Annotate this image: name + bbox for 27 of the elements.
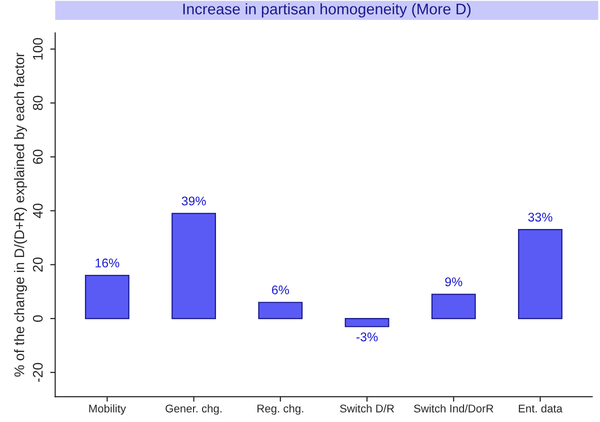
y-tick-label: 20 bbox=[32, 257, 43, 272]
data-label: -3% bbox=[356, 332, 378, 342]
x-tick-label: Switch D/R bbox=[340, 404, 394, 412]
data-label: 9% bbox=[445, 277, 462, 286]
data-label: 39% bbox=[182, 196, 206, 206]
y-tick-label: 100 bbox=[32, 38, 43, 60]
bar bbox=[431, 294, 476, 320]
chart-title: Increase in partisan homogeneity (More D) bbox=[183, 3, 471, 18]
x-tick-label: Gener. chg. bbox=[166, 404, 222, 415]
x-tick-label: Reg. chg. bbox=[258, 404, 304, 415]
bar bbox=[518, 229, 562, 320]
y-tick-label: 0 bbox=[32, 315, 43, 322]
x-tick-label: Switch Ind/DorR bbox=[414, 404, 494, 412]
y-tick-label: 40 bbox=[32, 204, 43, 218]
data-label: 16% bbox=[96, 258, 120, 268]
x-tick-label: Mobility bbox=[89, 404, 126, 415]
bar bbox=[344, 318, 390, 328]
y-tick-label: 60 bbox=[32, 150, 43, 164]
x-tick-label: Ent. data bbox=[518, 404, 562, 412]
y-tick-label: 80 bbox=[32, 96, 43, 110]
data-label: 33% bbox=[528, 212, 552, 222]
bar bbox=[258, 302, 303, 320]
bar bbox=[172, 212, 216, 320]
y-axis-title: % of the change in D/(D+R) explained by each factor bbox=[14, 52, 27, 377]
y-tick-label: -20 bbox=[32, 362, 43, 382]
data-label: 6% bbox=[272, 285, 289, 294]
bar bbox=[84, 274, 130, 320]
